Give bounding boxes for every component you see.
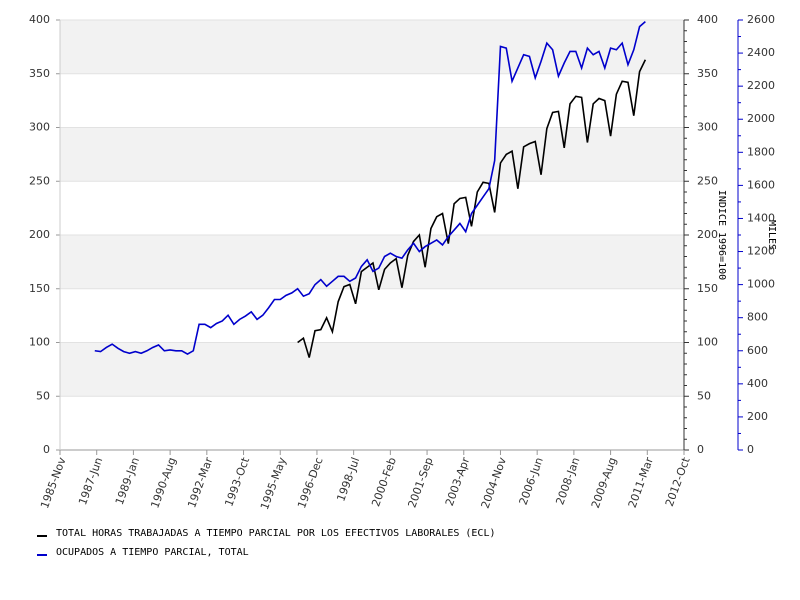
x-tick-label: 1992-Mar xyxy=(185,455,215,509)
x-tick-label: 1990-Aug xyxy=(148,456,178,510)
y2-tick-label: 0 xyxy=(747,443,754,456)
y-tick-label: 350 xyxy=(29,67,50,80)
x-tick-label: 1987-Jun xyxy=(76,456,105,507)
x-tick-label: 1998-Jul xyxy=(334,456,362,504)
grid-band xyxy=(60,127,684,182)
y-tick-label: 250 xyxy=(29,174,50,187)
y2-tick-label: 2400 xyxy=(747,46,775,59)
y2-tick-label: 1200 xyxy=(747,245,775,258)
grid-band xyxy=(60,20,684,74)
y-right-tick-label: 150 xyxy=(697,282,718,295)
y2-tick-label: 2000 xyxy=(747,112,775,125)
y-right-tick-label: 250 xyxy=(697,174,718,187)
y-tick-label: 50 xyxy=(36,389,50,402)
legend-label: TOTAL HORAS TRABAJADAS A TIEMPO PARCIAL … xyxy=(56,528,496,539)
x-tick-label: 1985-Nov xyxy=(38,455,69,510)
x-tick-label: 1995-May xyxy=(258,455,289,511)
x-tick-label: 1996-Dec xyxy=(295,456,325,510)
series-line xyxy=(94,21,646,356)
y-right-tick-label: 350 xyxy=(697,67,718,80)
y-right-tick-label: 50 xyxy=(697,389,711,402)
x-tick-label: 2001-Sep xyxy=(405,456,435,510)
y-tick-label: 400 xyxy=(29,13,50,26)
x-tick-label: 1993-Oct xyxy=(222,455,252,508)
legend-label: OCUPADOS A TIEMPO PARCIAL, TOTAL xyxy=(56,547,249,558)
x-tick-label: 2004-Nov xyxy=(479,455,510,510)
y2-tick-label: 2600 xyxy=(747,13,775,26)
y2-tick-label: 600 xyxy=(747,344,768,357)
x-tick-label: 2011-Mar xyxy=(626,455,656,509)
y-right-tick-label: 100 xyxy=(697,336,718,349)
y2-axis-label: MILES xyxy=(766,220,777,250)
y-right-tick-label: 300 xyxy=(697,121,718,134)
y-tick-label: 100 xyxy=(29,336,50,349)
x-tick-label: 2003-Apr xyxy=(443,455,473,508)
x-tick-label: 2009-Aug xyxy=(589,456,619,510)
y2-tick-label: 400 xyxy=(747,377,768,390)
x-tick-label: 2000-Feb xyxy=(369,456,399,509)
y2-tick-label: 200 xyxy=(747,410,768,423)
x-tick-label: 2008-Jan xyxy=(553,456,582,507)
y-tick-label: 0 xyxy=(43,443,50,456)
y-tick-label: 300 xyxy=(29,121,50,134)
y2-tick-label: 800 xyxy=(747,311,768,324)
y2-tick-label: 1600 xyxy=(747,178,775,191)
x-tick-label: 1989-Jan xyxy=(113,456,142,507)
y2-tick-label: 1000 xyxy=(747,278,775,291)
y-tick-label: 200 xyxy=(29,228,50,241)
y-tick-label: 150 xyxy=(29,282,50,295)
y-right-tick-label: 200 xyxy=(697,228,718,241)
series-line xyxy=(297,59,647,358)
grid-band xyxy=(60,235,684,289)
y-right-tick-label: 0 xyxy=(697,443,704,456)
y2-tick-label: 1400 xyxy=(747,211,775,224)
x-tick-label: 2006-Jun xyxy=(517,456,546,507)
y2-tick-label: 2200 xyxy=(747,79,775,92)
y-right-tick-label: 400 xyxy=(697,13,718,26)
grid-band xyxy=(60,342,684,397)
y2-tick-label: 1800 xyxy=(747,145,775,158)
x-tick-label: 2012-Oct xyxy=(663,455,693,508)
y-axis-label: INDICE 1996=100 xyxy=(716,190,727,280)
